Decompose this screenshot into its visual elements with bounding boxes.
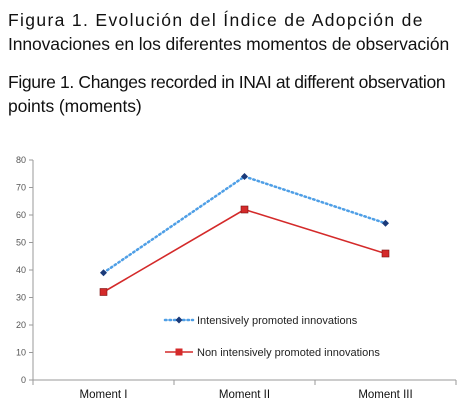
caption-es-line1: Figura 1. Evolución del Índice de Adopci… bbox=[8, 10, 424, 30]
series-2-point bbox=[99, 288, 108, 296]
series-1-point bbox=[100, 269, 107, 277]
y-tick-label: 70 bbox=[16, 183, 26, 193]
y-tick-label: 10 bbox=[16, 348, 26, 358]
legend-label-2: Non intensively promoted innovations bbox=[197, 347, 380, 359]
legend-label-1: Intensively promoted innovations bbox=[197, 315, 358, 327]
legend-marker-2 bbox=[175, 348, 183, 356]
x-category-label: Moment I bbox=[80, 389, 128, 401]
y-tick-label: 80 bbox=[16, 155, 26, 165]
y-tick-label: 60 bbox=[16, 210, 26, 220]
series-2-point bbox=[381, 249, 390, 258]
caption-en-line1: Figure 1. Changes recorded in INAI at di… bbox=[8, 72, 446, 92]
y-tick-label: 0 bbox=[21, 375, 26, 385]
y-tick-label: 30 bbox=[16, 293, 26, 303]
line-chart: 0 10 20 30 40 50 60 70 80 Moment I Moment II Moment… bbox=[16, 155, 457, 401]
series-2-line bbox=[103, 208, 386, 293]
series-1-line bbox=[102, 175, 387, 274]
figure-caption-english: Figure 1. Changes recorded in INAI at di… bbox=[8, 70, 463, 118]
y-tick-label: 20 bbox=[16, 320, 26, 330]
series-2-point bbox=[240, 205, 249, 214]
series-1-point bbox=[382, 219, 389, 227]
x-category-label: Moment III bbox=[358, 389, 412, 401]
figure-caption-spanish: Figura 1. Evolución del Índice de Adopci… bbox=[8, 8, 463, 56]
caption-es-line2: Innovaciones en los diferentes momentos … bbox=[8, 34, 450, 54]
series-1-point bbox=[241, 173, 248, 180]
y-tick-label: 40 bbox=[16, 265, 26, 275]
y-tick-label: 50 bbox=[16, 238, 26, 248]
legend-marker-1 bbox=[175, 316, 183, 324]
x-category-label: Moment II bbox=[219, 389, 270, 401]
caption-en-line2: points (moments) bbox=[8, 96, 142, 116]
